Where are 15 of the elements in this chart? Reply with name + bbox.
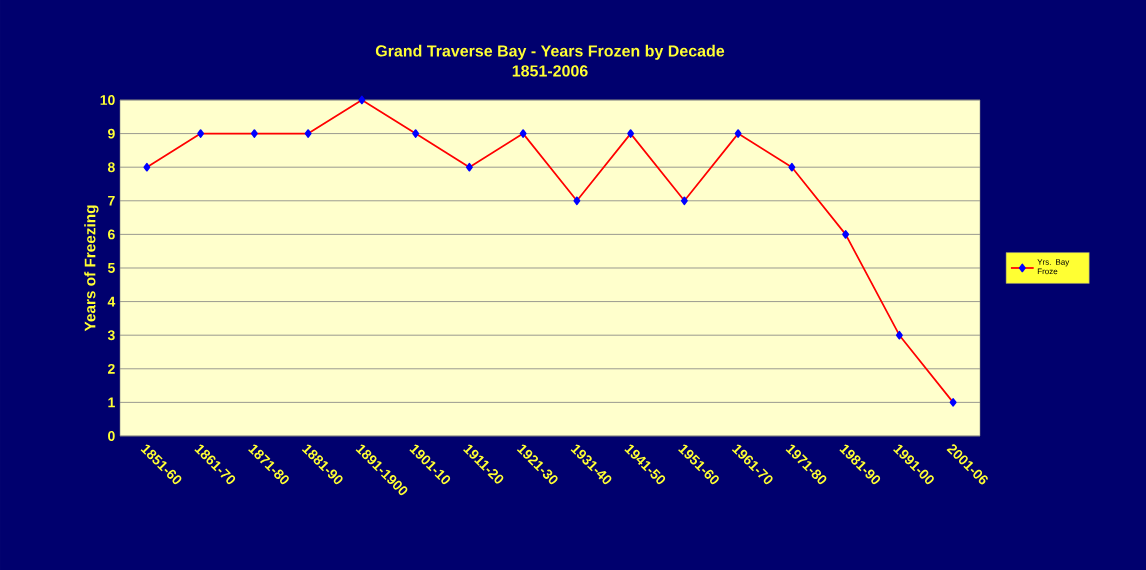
y-tick-label: 0	[108, 431, 115, 441]
y-axis-title: Years of Freezing	[84, 205, 99, 332]
y-tick-label: 8	[107, 162, 115, 173]
y-tick-label: 2	[107, 363, 115, 374]
y-tick-label: 10	[100, 95, 115, 105]
y-tick-label: 9	[107, 128, 115, 139]
y-tick-label: 3	[107, 330, 115, 341]
y-tick-label: 7	[108, 195, 115, 206]
legend-label: Yrs. Bay Froze	[1037, 259, 1070, 275]
y-tick-label: 1	[108, 397, 115, 408]
chart-title: Grand Traverse Bay - Years Frozen by Decade	[375, 44, 725, 60]
chart-subtitle: 1851-2006	[512, 65, 588, 77]
y-tick-label: 4	[107, 296, 116, 307]
y-tick-label: 6	[108, 229, 115, 240]
y-tick-label: 5	[107, 263, 115, 273]
